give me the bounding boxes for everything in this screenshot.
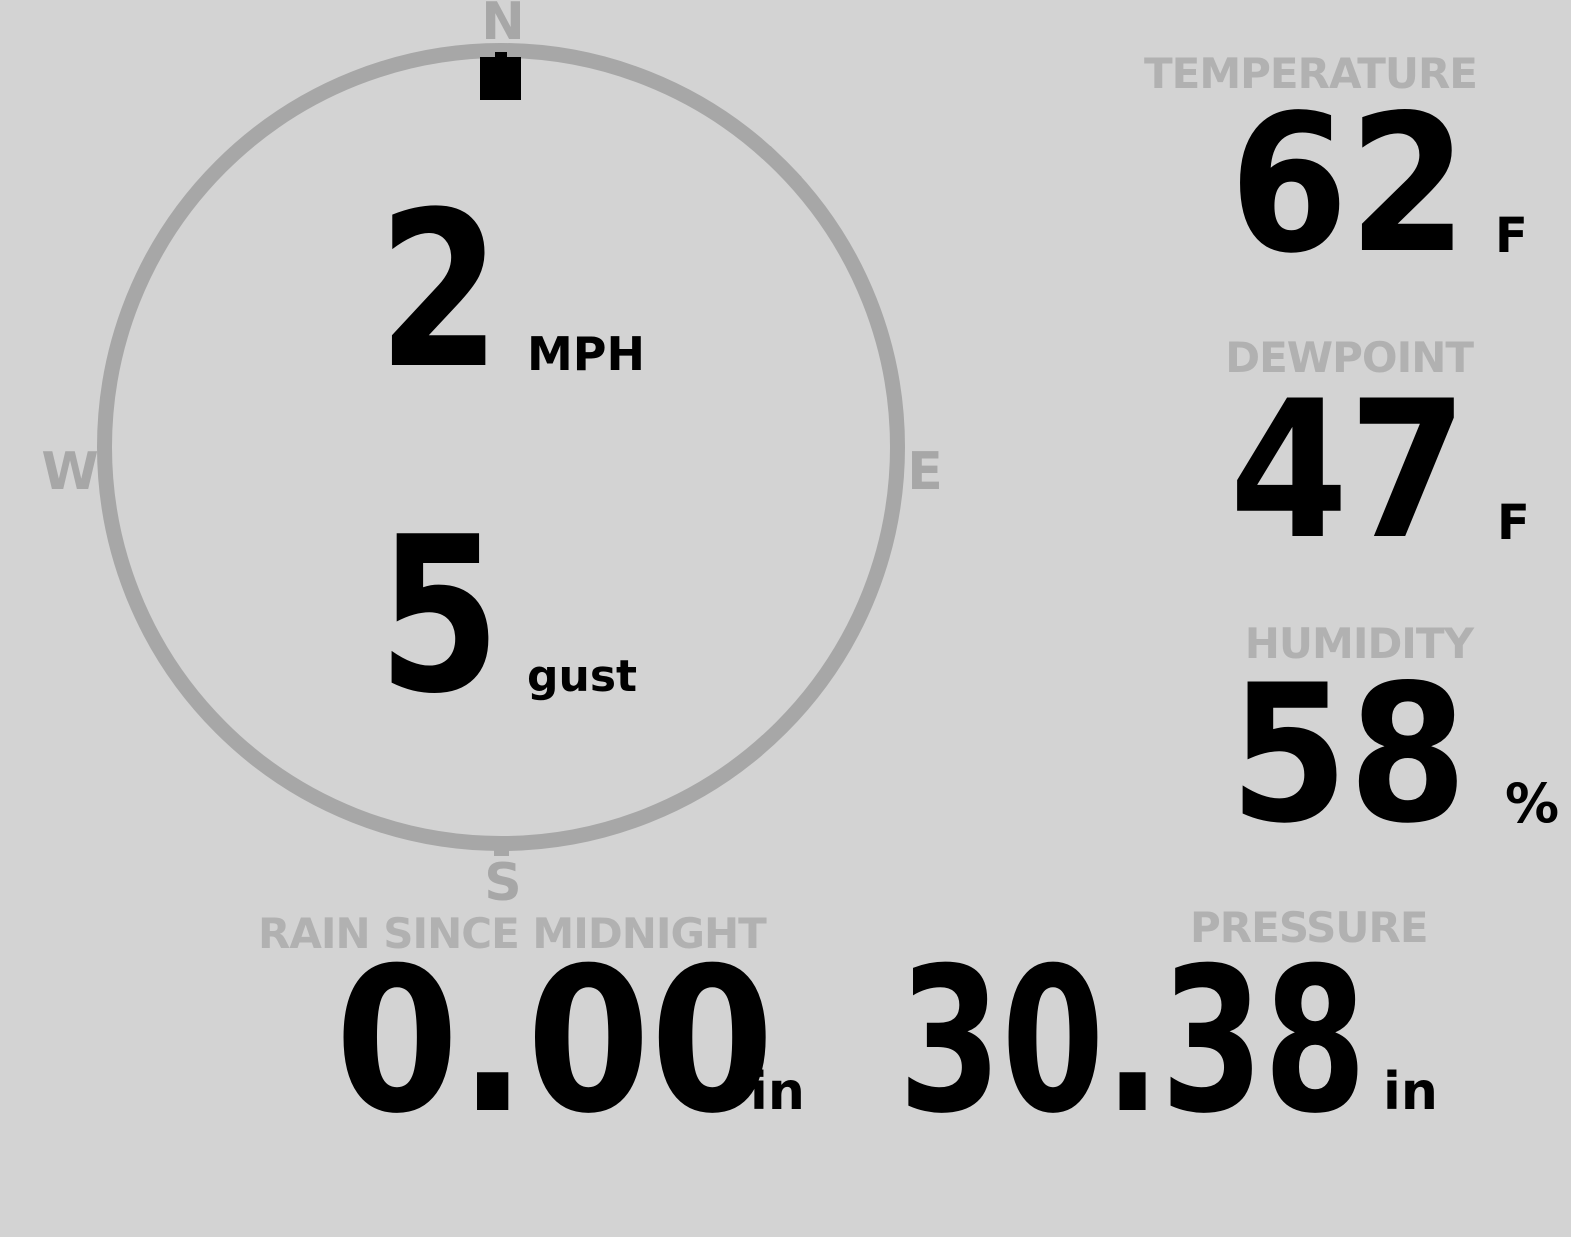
- wind-speed-unit: MPH: [527, 327, 645, 381]
- wind-speed-value: 2: [378, 165, 501, 416]
- pressure-label: PRESSURE: [1190, 903, 1429, 952]
- wind-gust-unit: gust: [527, 651, 638, 702]
- cardinal-east-label: E: [907, 442, 943, 502]
- rain-label: RAIN SINCE MIDNIGHT: [258, 909, 767, 958]
- cardinal-north-label: N: [481, 0, 525, 52]
- dewpoint-unit: F: [1497, 495, 1530, 551]
- rain-value: 0.00: [335, 925, 775, 1158]
- temperature-value: 62: [1229, 74, 1467, 295]
- compass-tick-s: [494, 842, 509, 856]
- rain-unit: in: [750, 1062, 805, 1122]
- dewpoint-label: DEWPOINT: [1225, 333, 1474, 382]
- wind-direction-marker: [480, 57, 521, 100]
- pressure-unit: in: [1383, 1062, 1438, 1122]
- cardinal-south-label: S: [484, 853, 522, 913]
- temperature-label: TEMPERATURE: [1144, 49, 1478, 98]
- dewpoint-value: 47: [1229, 360, 1467, 581]
- humidity-value: 58: [1229, 644, 1467, 865]
- humidity-unit: %: [1505, 772, 1560, 835]
- pressure-value: 30.38: [898, 925, 1367, 1158]
- humidity-label: HUMIDITY: [1244, 619, 1474, 668]
- wind-gust-value: 5: [378, 490, 501, 741]
- cardinal-west-label: W: [41, 442, 99, 502]
- temperature-unit: F: [1495, 208, 1528, 264]
